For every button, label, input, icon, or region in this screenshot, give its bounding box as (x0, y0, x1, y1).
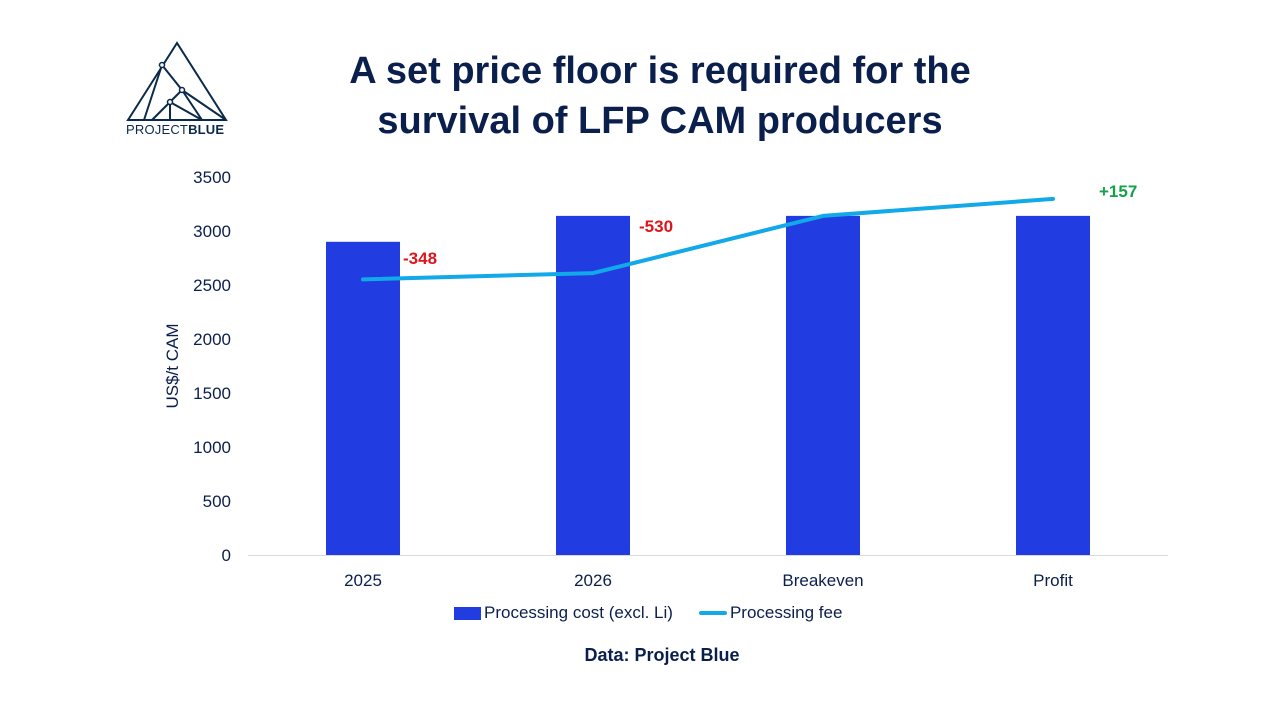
title-line-1: A set price floor is required for the (349, 50, 971, 92)
data-annotation: +157 (1099, 182, 1137, 201)
bar (786, 215, 860, 555)
legend-swatch-bar (454, 606, 481, 620)
bar (326, 241, 400, 556)
title-line-2: survival of LFP CAM producers (377, 100, 943, 142)
project-blue-logo-icon (126, 41, 228, 121)
y-tick-label: 500 (203, 492, 231, 511)
y-tick-label: 0 (222, 546, 231, 565)
x-tick-label: 2026 (574, 571, 612, 590)
bar (1016, 215, 1090, 555)
source-note: Data: Project Blue (584, 645, 740, 665)
chart-title: A set price floor is required for the su… (250, 46, 1070, 146)
y-axis-label: US$/t CAM (163, 323, 182, 408)
y-tick-label: 3000 (193, 222, 231, 241)
legend-swatch-line (698, 611, 727, 615)
y-tick-label: 2500 (193, 276, 231, 295)
legend-label-fee: Processing fee (729, 603, 843, 622)
y-tick-label: 1000 (193, 438, 231, 457)
y-tick-label: 1500 (193, 384, 231, 403)
data-annotation: -348 (403, 249, 437, 268)
processing-fee-line (361, 196, 1055, 282)
x-tick-label: Breakeven (782, 571, 863, 590)
data-annotation: -530 (639, 217, 673, 236)
brand-name: PROJECTBLUE (126, 122, 225, 137)
x-tick-label: Profit (1033, 571, 1073, 590)
y-tick-label: 2000 (193, 330, 231, 349)
legend-label-cost: Processing cost (excl. Li) (484, 603, 673, 622)
y-tick-label: 3500 (193, 168, 231, 187)
x-tick-label: 2025 (344, 571, 382, 590)
legend: Processing cost (excl. Li) Processing fe… (454, 603, 842, 623)
